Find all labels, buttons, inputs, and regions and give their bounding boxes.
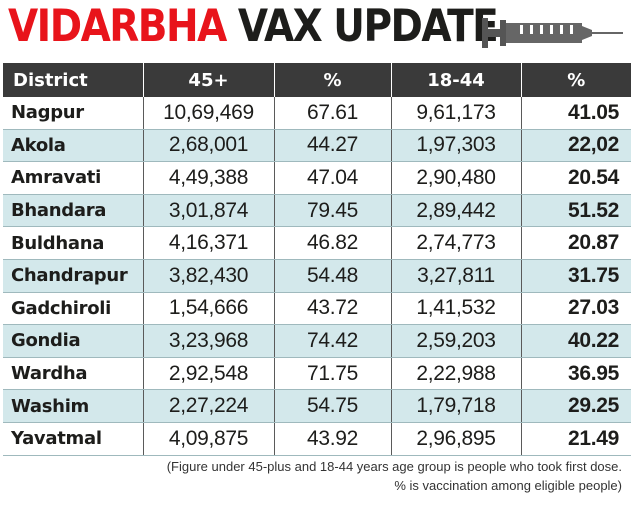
age-45-plus-cell: 3,01,874 (143, 194, 275, 228)
age-18-44-cell: 1,97,303 (391, 129, 522, 163)
column-header-18-44-percent: % (521, 63, 631, 97)
age-18-44-percent-cell: 29.25 (521, 389, 631, 423)
district-cell: Amravati (3, 161, 144, 195)
table-row: Chandrapur 3,82,430 54.48 3,27,811 31.75 (3, 259, 631, 293)
district-cell: Yavatmal (3, 422, 144, 456)
age-45-plus-percent-cell: 44.27 (274, 129, 392, 163)
age-45-plus-percent-cell: 46.82 (274, 226, 392, 260)
column-header-district: District (3, 63, 144, 97)
age-45-plus-percent-cell: 74.42 (274, 324, 392, 358)
district-cell: Wardha (3, 357, 144, 391)
age-18-44-cell: 3,27,811 (391, 259, 522, 293)
age-18-44-cell: 2,22,988 (391, 357, 522, 391)
table-row: Amravati 4,49,388 47.04 2,90,480 20.54 (3, 161, 631, 195)
age-45-plus-percent-cell: 43.72 (274, 292, 392, 326)
title-part-dark: VAX UPDATE (237, 0, 499, 53)
age-45-plus-percent-cell: 54.75 (274, 389, 392, 423)
age-18-44-percent-cell: 40.22 (521, 324, 631, 358)
table-row: Wardha 2,92,548 71.75 2,22,988 36.95 (3, 357, 631, 391)
district-cell: Chandrapur (3, 259, 144, 293)
age-18-44-cell: 2,74,773 (391, 226, 522, 260)
table-row: Akola 2,68,001 44.27 1,97,303 22,02 (3, 129, 631, 163)
age-45-plus-cell: 1,54,666 (143, 292, 275, 326)
column-header-18-44: 18-44 (391, 63, 522, 97)
age-45-plus-cell: 2,68,001 (143, 129, 275, 163)
table-row: Yavatmal 4,09,875 43.92 2,96,895 21.49 (3, 422, 631, 456)
column-header-45-percent: % (274, 63, 392, 97)
table-header-row: District 45+ % 18-44 % (3, 63, 631, 97)
vaccination-table: District 45+ % 18-44 % Nagpur 10,69,469 67… (3, 63, 631, 456)
age-18-44-percent-cell: 41.05 (521, 97, 631, 130)
table-row: Buldhana 4,16,371 46.82 2,74,773 20.87 (3, 226, 631, 260)
age-18-44-percent-cell: 22,02 (521, 129, 631, 163)
table-row: Washim 2,27,224 54.75 1,79,718 29.25 (3, 389, 631, 423)
age-18-44-cell: 9,61,173 (391, 97, 522, 130)
table-row: Gadchiroli 1,54,666 43.72 1,41,532 27.03 (3, 292, 631, 326)
footnote-line-2: % is vaccination among eligible people) (394, 478, 622, 493)
age-45-plus-cell: 2,92,548 (143, 357, 275, 391)
district-cell: Gondia (3, 324, 144, 358)
age-18-44-percent-cell: 36.95 (521, 357, 631, 391)
page-title: VIDARBHA VAX UPDATE (8, 4, 499, 49)
age-45-plus-percent-cell: 67.61 (274, 97, 392, 130)
age-18-44-percent-cell: 20.87 (521, 226, 631, 260)
header: VIDARBHA VAX UPDATE (0, 0, 635, 62)
table-row: Bhandara 3,01,874 79.45 2,89,442 51.52 (3, 194, 631, 228)
age-45-plus-percent-cell: 43.92 (274, 422, 392, 456)
age-45-plus-cell: 4,09,875 (143, 422, 275, 456)
district-cell: Buldhana (3, 226, 144, 260)
age-18-44-cell: 2,89,442 (391, 194, 522, 228)
district-cell: Gadchiroli (3, 292, 144, 326)
title-part-red: VIDARBHA (8, 0, 227, 53)
age-45-plus-percent-cell: 79.45 (274, 194, 392, 228)
age-18-44-percent-cell: 21.49 (521, 422, 631, 456)
table-row: Nagpur 10,69,469 67.61 9,61,173 41.05 (3, 97, 631, 130)
syringe-icon (482, 18, 623, 48)
age-45-plus-cell: 3,23,968 (143, 324, 275, 358)
footnote: (Figure under 45-plus and 18-44 years ag… (0, 457, 622, 495)
table-row: Gondia 3,23,968 74.42 2,59,203 40.22 (3, 324, 631, 358)
age-45-plus-cell: 4,49,388 (143, 161, 275, 195)
age-18-44-percent-cell: 51.52 (521, 194, 631, 228)
age-18-44-percent-cell: 20.54 (521, 161, 631, 195)
age-18-44-percent-cell: 31.75 (521, 259, 631, 293)
age-45-plus-cell: 2,27,224 (143, 389, 275, 423)
age-45-plus-percent-cell: 71.75 (274, 357, 392, 391)
age-45-plus-percent-cell: 47.04 (274, 161, 392, 195)
district-cell: Bhandara (3, 194, 144, 228)
age-18-44-cell: 1,41,532 (391, 292, 522, 326)
column-header-45-plus: 45+ (143, 63, 275, 97)
age-45-plus-cell: 3,82,430 (143, 259, 275, 293)
age-18-44-cell: 2,96,895 (391, 422, 522, 456)
district-cell: Akola (3, 129, 144, 163)
district-cell: Nagpur (3, 97, 144, 130)
age-45-plus-cell: 10,69,469 (143, 97, 275, 130)
district-cell: Washim (3, 389, 144, 423)
age-45-plus-percent-cell: 54.48 (274, 259, 392, 293)
age-18-44-cell: 2,90,480 (391, 161, 522, 195)
footnote-line-1: (Figure under 45-plus and 18-44 years ag… (166, 459, 622, 474)
age-18-44-percent-cell: 27.03 (521, 292, 631, 326)
age-45-plus-cell: 4,16,371 (143, 226, 275, 260)
age-18-44-cell: 1,79,718 (391, 389, 522, 423)
age-18-44-cell: 2,59,203 (391, 324, 522, 358)
